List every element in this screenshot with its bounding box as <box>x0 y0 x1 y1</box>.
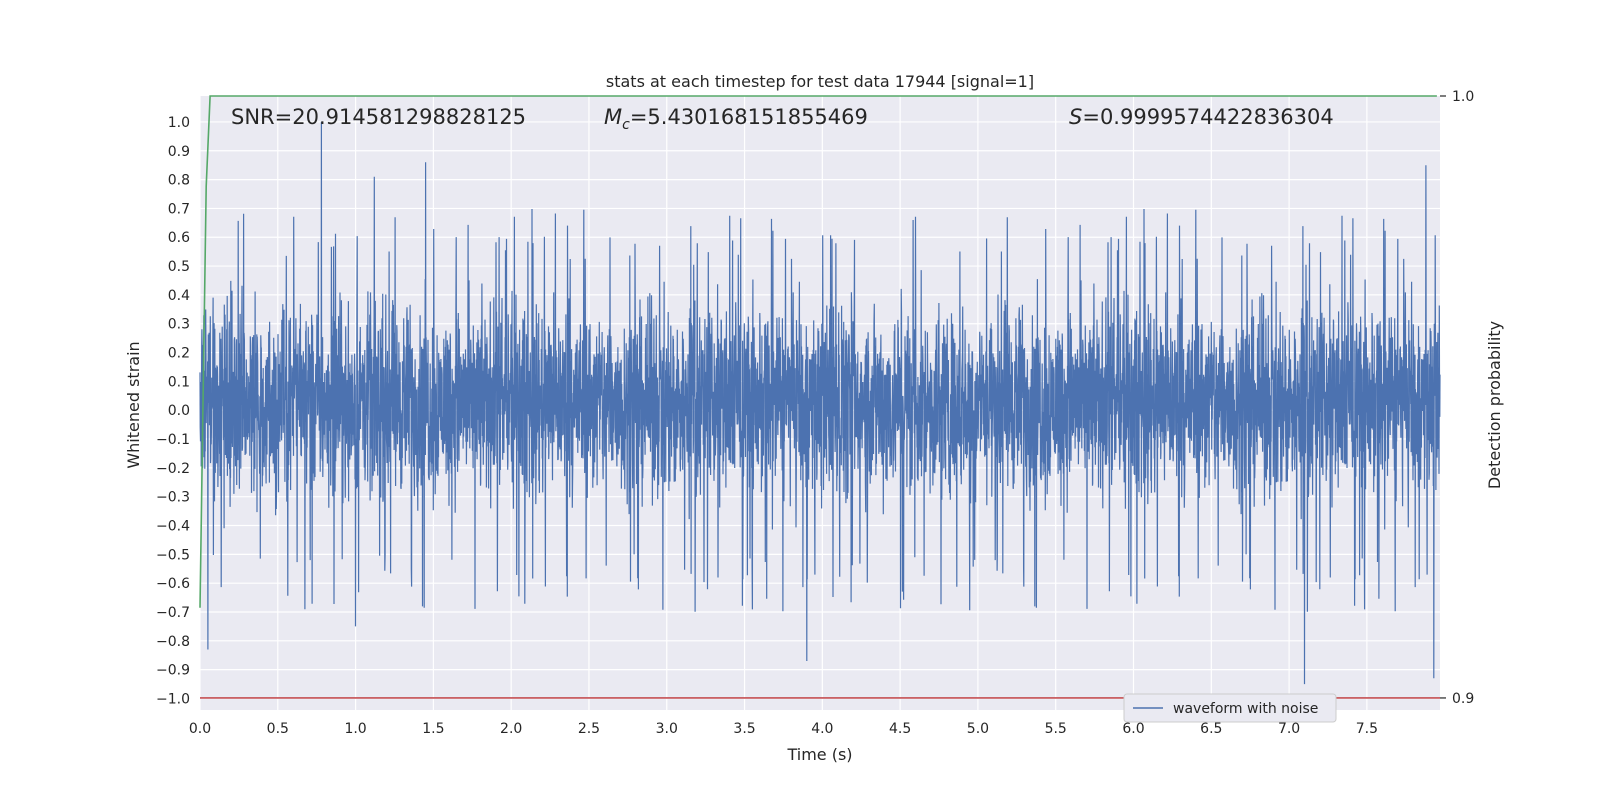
y-tick-label: 0.8 <box>168 173 190 189</box>
y-tick-label: −0.8 <box>156 634 190 650</box>
annotation-mc-symbol: M <box>604 105 622 129</box>
y-tick-label: −0.1 <box>156 432 190 448</box>
annotation-mc-sub: c <box>622 117 630 133</box>
annotation-s-value: =0.9999574422836304 <box>1082 105 1333 129</box>
y-tick-label: −0.2 <box>156 461 190 477</box>
x-tick-label: 0.5 <box>267 721 289 737</box>
y-tick-label: 0.2 <box>168 346 190 362</box>
x-tick-label: 1.5 <box>422 721 444 737</box>
y-tick-label: 1.0 <box>168 115 190 131</box>
x-axis-label: Time (s) <box>786 745 852 764</box>
x-tick-label: 4.5 <box>889 721 911 737</box>
y-tick-label: −0.6 <box>156 576 190 592</box>
x-tick-label: 2.5 <box>578 721 600 737</box>
y-tick-label: −0.3 <box>156 490 190 506</box>
x-tick-label: 7.0 <box>1278 721 1300 737</box>
y-tick-label: 0.4 <box>168 288 190 304</box>
y-tick-label: −0.4 <box>156 519 190 535</box>
legend: waveform with noise <box>1123 693 1337 723</box>
y-tick-label: −1.0 <box>156 691 190 707</box>
y2-axis-ticks: 1.0 0.9 <box>1440 89 1474 707</box>
series-line-waveform-with-noise <box>199 121 1441 685</box>
x-tick-label: 6.5 <box>1200 721 1222 737</box>
x-tick-label: 5.0 <box>967 721 989 737</box>
x-tick-label: 4.0 <box>811 721 833 737</box>
y-tick-label: −0.9 <box>156 663 190 679</box>
legend-label-waveform-with-noise: waveform with noise <box>1173 701 1318 717</box>
x-tick-label: 1.0 <box>344 721 366 737</box>
y-tick-label: 0.6 <box>168 230 190 246</box>
annotation-s-symbol: S <box>1069 105 1082 129</box>
x-tick-label: 2.0 <box>500 721 522 737</box>
annotation-s: S=0.9999574422836304 <box>1069 105 1334 129</box>
x-tick-label: 3.5 <box>733 721 755 737</box>
annotation-mc-value: =5.430168151855469 <box>630 105 868 129</box>
y-axis-ticks: 1.0 0.9 0.8 0.7 0.6 0.5 0.4 0.3 0.2 0.1 0.0 −0.1 −0.… <box>156 115 190 708</box>
y2-tick-label: 1.0 <box>1452 89 1474 105</box>
x-tick-label: 5.5 <box>1045 721 1067 737</box>
y2-tick-label: 0.9 <box>1452 691 1474 707</box>
y-tick-label: 0.0 <box>168 403 190 419</box>
x-axis-ticks: 0.0 0.5 1.0 1.5 2.0 2.5 3.0 3.5 4.0 4.5 5.0 5.5 6.0 6… <box>189 721 1378 737</box>
series-line-detection-probability <box>199 95 1437 608</box>
x-tick-label: 3.0 <box>656 721 678 737</box>
y-tick-label: 0.5 <box>168 259 190 275</box>
y-tick-label: 0.1 <box>168 374 190 390</box>
y-tick-label: 0.9 <box>168 144 190 160</box>
chart-title: stats at each timestep for test data 179… <box>606 72 1034 91</box>
y-axis-label: Whitened strain <box>124 341 143 468</box>
legend-frame <box>1123 693 1337 723</box>
annotation-snr: SNR=20.914581298828125 <box>231 105 526 129</box>
x-tick-label: 7.5 <box>1356 721 1378 737</box>
x-tick-label: 0.0 <box>189 721 211 737</box>
y-tick-label: 0.7 <box>168 201 190 217</box>
y-tick-label: −0.7 <box>156 605 190 621</box>
y-tick-label: 0.3 <box>168 317 190 333</box>
y-tick-label: −0.5 <box>156 547 190 563</box>
y2-axis-label: Detection probability <box>1485 321 1504 489</box>
annotation-mc: Mc=5.430168151855469 <box>604 105 868 133</box>
x-tick-label: 6.0 <box>1122 721 1144 737</box>
